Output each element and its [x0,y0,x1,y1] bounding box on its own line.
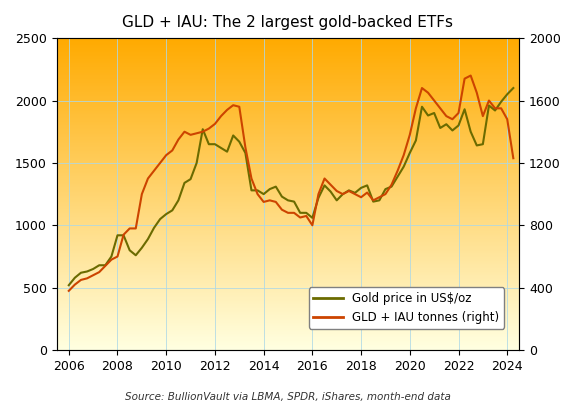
Text: Source: BullionVault via LBMA, SPDR, iShares, month-end data: Source: BullionVault via LBMA, SPDR, iSh… [125,392,451,402]
Title: GLD + IAU: The 2 largest gold-backed ETFs: GLD + IAU: The 2 largest gold-backed ETF… [123,15,453,30]
Legend: Gold price in US$/oz, GLD + IAU tonnes (right): Gold price in US$/oz, GLD + IAU tonnes (… [309,287,504,328]
